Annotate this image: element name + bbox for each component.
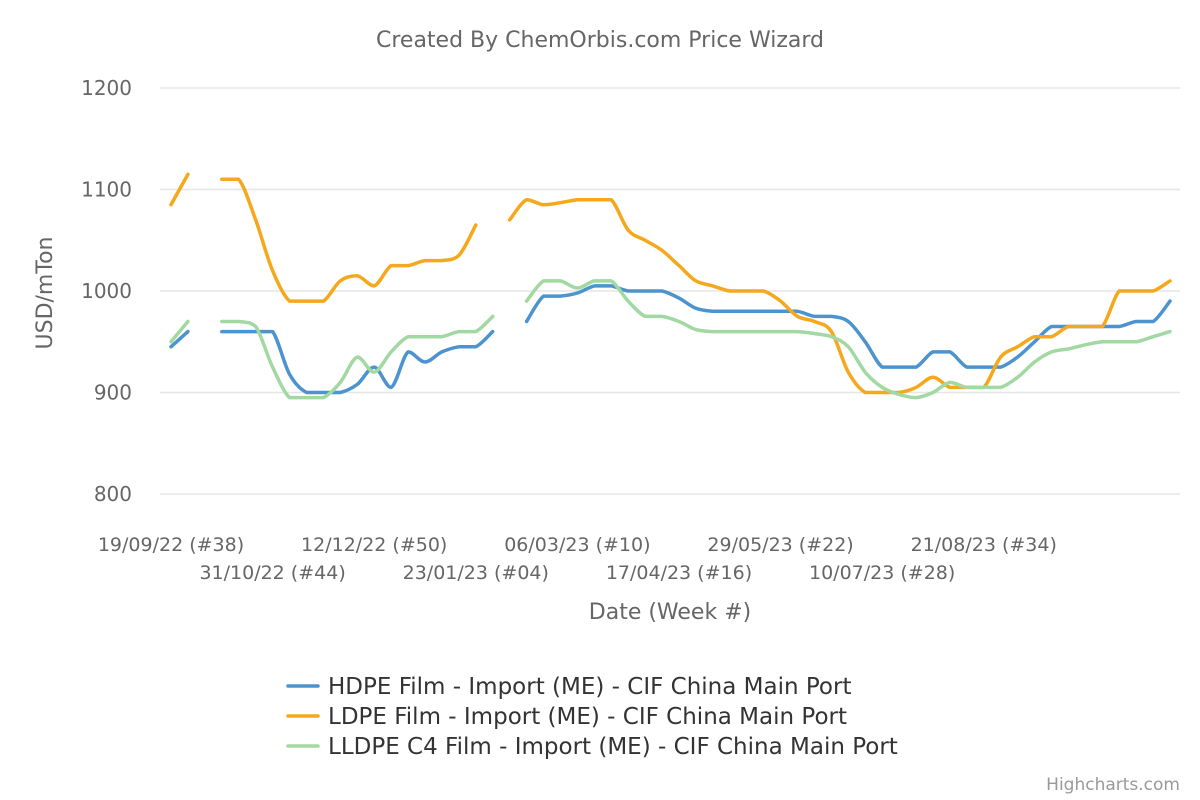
series-lldpe-segment-1: [169, 319, 190, 344]
x-axis-ticks: 19/09/22 (#38) 31/10/22 (#44) 12/12/22 (#5…: [98, 534, 1057, 584]
x-tick-label: 29/05/23 (#22): [707, 534, 853, 556]
series-hdpe-segment-2: [220, 329, 495, 395]
legend-item-hdpe[interactable]: HDPE Film - Import (ME) - CIF China Main…: [286, 674, 851, 700]
x-tick-label: 31/10/22 (#44): [199, 562, 345, 584]
series-lldpe: [169, 279, 1172, 400]
series-layer: [169, 172, 1172, 400]
series-lldpe-segment-3: [524, 279, 1172, 400]
series-hdpe: [169, 284, 1172, 395]
x-tick-label: 06/03/23 (#10): [504, 534, 650, 556]
x-tick-label: 21/08/23 (#34): [911, 534, 1057, 556]
legend-label: LLDPE C4 Film - Import (ME) - CIF China …: [328, 734, 898, 760]
series-ldpe-segment-2: [220, 177, 478, 303]
y-axis-title: USD/mTon: [33, 237, 58, 350]
legend-label: HDPE Film - Import (ME) - CIF China Main…: [328, 674, 851, 700]
legend: HDPE Film - Import (ME) - CIF China Main…: [286, 674, 898, 760]
y-tick-label: 1000: [81, 279, 132, 303]
x-tick-label: 23/01/23 (#04): [403, 562, 549, 584]
x-tick-label: 12/12/22 (#50): [301, 534, 447, 556]
legend-label: LDPE Film - Import (ME) - CIF China Main…: [328, 704, 847, 730]
series-ldpe: [169, 172, 1172, 395]
y-axis-ticks: 800 900 1000 1100 1200: [81, 76, 132, 506]
series-hdpe-segment-1: [169, 329, 190, 349]
y-tick-label: 1200: [81, 76, 132, 100]
series-ldpe-segment-3: [507, 197, 1172, 395]
x-tick-label: 17/04/23 (#16): [606, 562, 752, 584]
x-tick-label: 19/09/22 (#38): [98, 534, 244, 556]
x-axis-title: Date (Week #): [589, 600, 751, 625]
series-ldpe-segment-1: [169, 172, 190, 207]
grid-layer: [160, 87, 1180, 495]
x-tick-label: 10/07/23 (#28): [809, 562, 955, 584]
series-lldpe-segment-2: [220, 314, 495, 400]
y-tick-label: 800: [94, 482, 132, 506]
legend-item-lldpe[interactable]: LLDPE C4 Film - Import (ME) - CIF China …: [286, 734, 898, 760]
series-hdpe-segment-3: [524, 284, 1172, 369]
y-tick-label: 1100: [81, 178, 132, 202]
chart-title: Created By ChemOrbis.com Price Wizard: [376, 28, 824, 53]
y-tick-label: 900: [94, 381, 132, 405]
legend-item-ldpe[interactable]: LDPE Film - Import (ME) - CIF China Main…: [286, 704, 847, 730]
credits-link[interactable]: Highcharts.com: [1046, 775, 1180, 795]
